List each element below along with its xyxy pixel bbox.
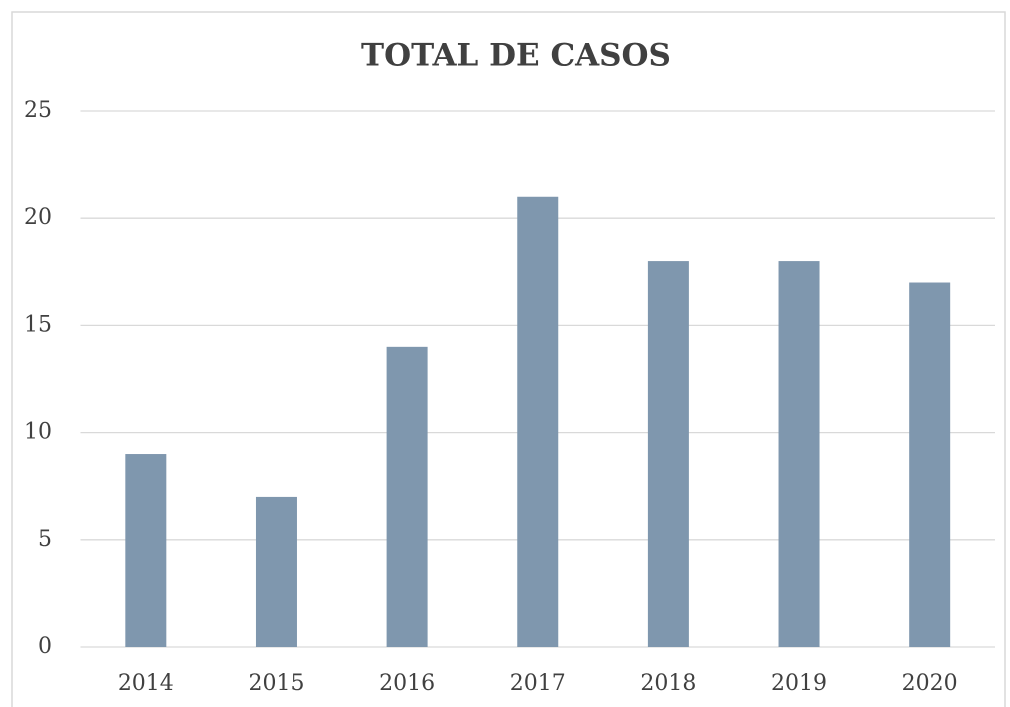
y-tick-label: 25 (24, 98, 52, 123)
chart-title: TOTAL DE CASOS (361, 38, 671, 74)
chart-frame (11, 11, 1006, 707)
x-tick-label: 2019 (771, 671, 827, 696)
x-tick-label: 2015 (248, 671, 304, 696)
y-tick-label: 10 (24, 420, 52, 445)
bar (386, 346, 428, 647)
x-tick-label: 2020 (902, 671, 958, 696)
x-tick-label: 2018 (640, 671, 696, 696)
x-tick-label: 2014 (118, 671, 174, 696)
bar (778, 261, 820, 647)
y-tick-label: 0 (38, 634, 52, 659)
bar (647, 261, 689, 647)
bar (255, 496, 297, 647)
bar (517, 196, 559, 647)
x-tick-label: 2017 (510, 671, 566, 696)
bar (909, 282, 951, 647)
bar (125, 454, 167, 647)
y-tick-label: 15 (24, 312, 52, 337)
y-tick-label: 20 (24, 205, 52, 230)
x-tick-label: 2016 (379, 671, 435, 696)
y-tick-label: 5 (38, 527, 52, 552)
